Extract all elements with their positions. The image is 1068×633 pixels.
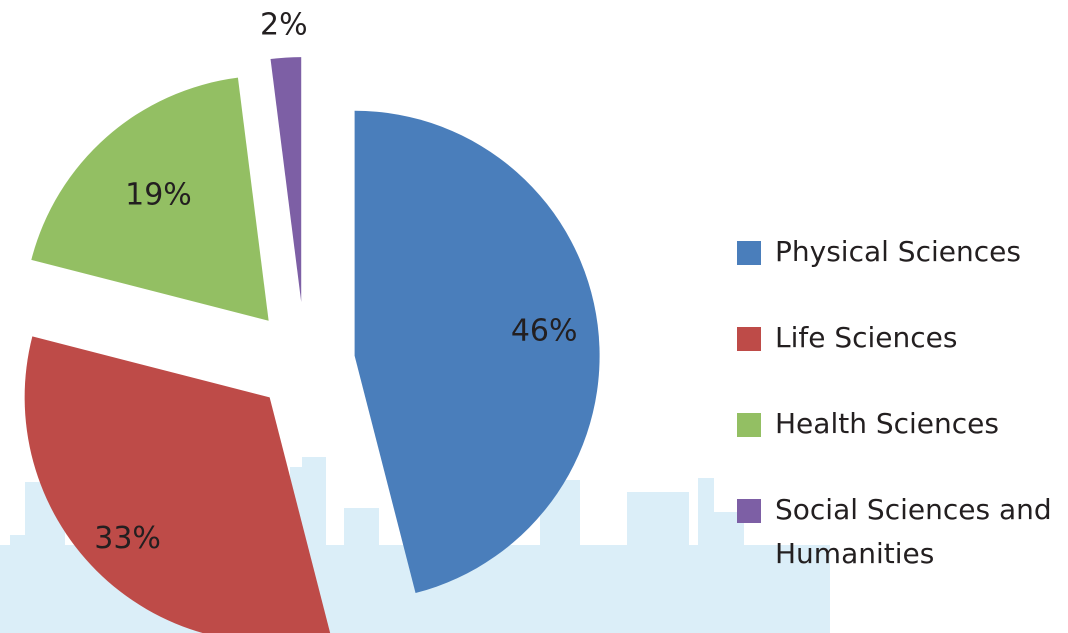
legend-item: Life Sciences [737,316,1062,402]
legend-item: Physical Sciences [737,230,1062,316]
legend-swatch [737,241,761,265]
legend-item: Health Sciences [737,402,1062,488]
legend-swatch [737,327,761,351]
legend-item: Social Sciences and Humanities [737,488,1062,574]
data-label: 46% [511,313,578,348]
data-label: 33% [94,521,161,556]
pie-slice [31,77,269,321]
legend-label: Social Sciences and Humanities [775,493,1052,570]
pie: 46% 33% 19% 2% [24,7,600,633]
pie-slice [270,57,302,303]
legend-swatch [737,499,761,523]
pie-slice [354,110,600,594]
legend-label: Physical Sciences [775,235,1021,268]
legend-label: Life Sciences [775,321,958,354]
data-label: 19% [125,177,192,212]
legend-label: Health Sciences [775,407,999,440]
legend: Physical Sciences Life Sciences Health Sci… [737,230,1062,574]
data-label: 2% [260,7,308,42]
pie-slice [24,336,331,633]
legend-swatch [737,413,761,437]
